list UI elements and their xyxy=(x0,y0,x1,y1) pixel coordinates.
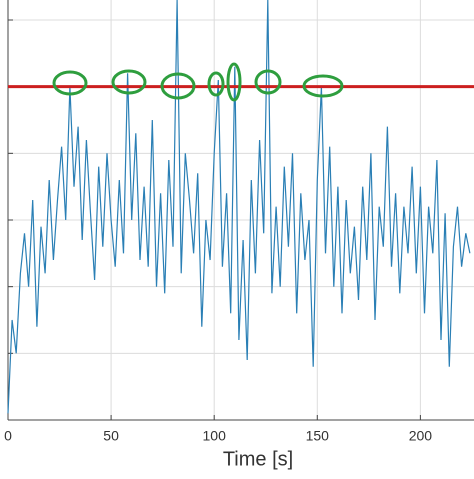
plot: 0 50 100 150 200 xyxy=(4,0,474,444)
peak-marker xyxy=(226,62,242,102)
peak-marker xyxy=(302,74,344,98)
peak-marker xyxy=(207,71,225,97)
peak-marker xyxy=(254,69,282,95)
x-tick-label: 100 xyxy=(203,428,227,444)
series-line xyxy=(7,0,471,414)
x-tick-label: 0 xyxy=(4,428,12,444)
peak-marker xyxy=(160,72,196,100)
annotations xyxy=(52,62,344,102)
x-axis-label: Time [s] xyxy=(223,448,293,470)
x-tick-label: 50 xyxy=(103,428,119,444)
peak-marker xyxy=(52,70,88,96)
x-tick-label: 200 xyxy=(409,428,433,444)
x-tick-label: 150 xyxy=(306,428,330,444)
peak-marker xyxy=(111,69,147,95)
